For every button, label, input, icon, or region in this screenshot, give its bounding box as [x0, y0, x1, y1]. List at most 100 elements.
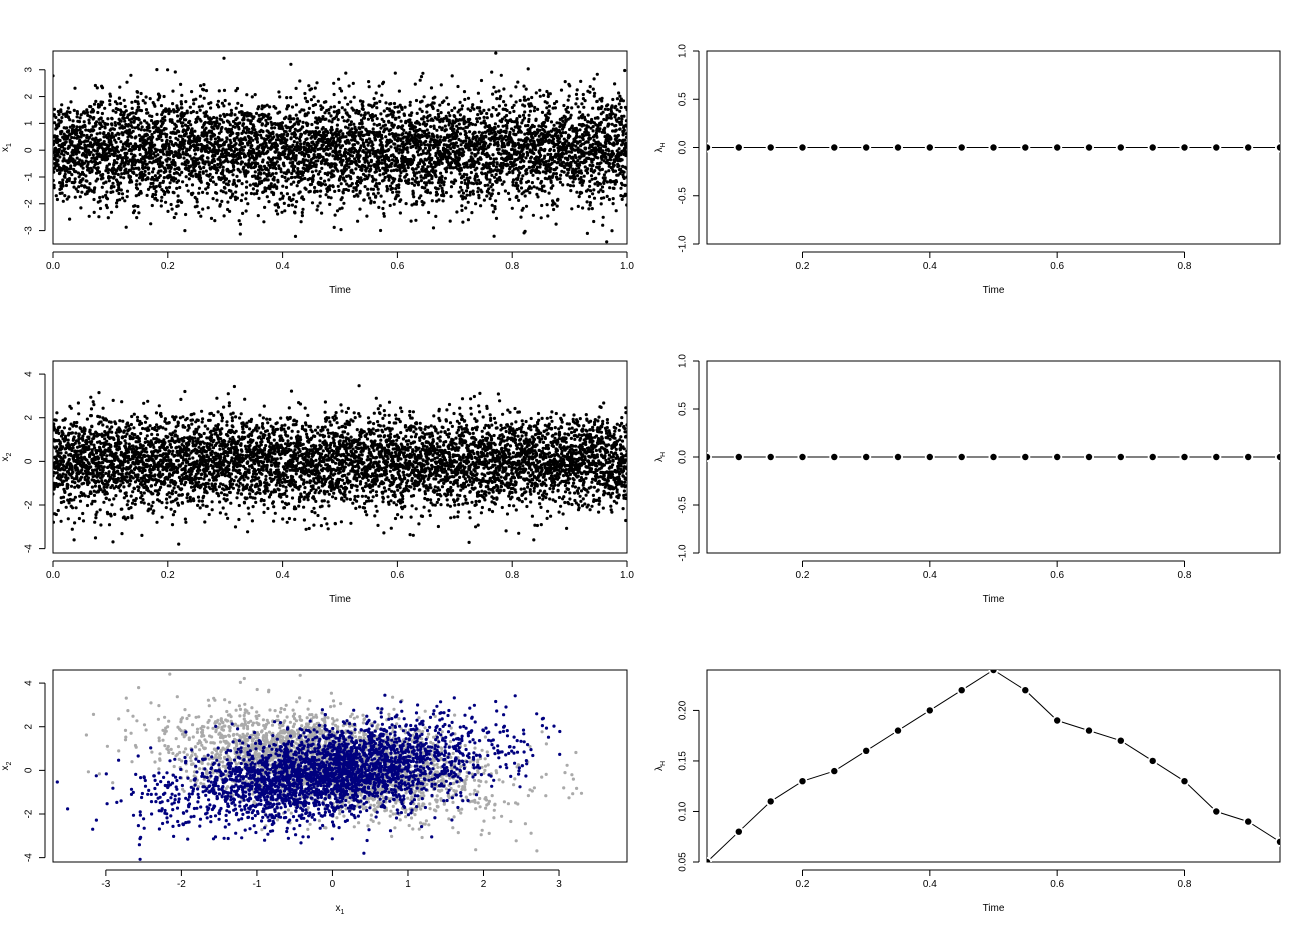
data-point	[178, 185, 182, 190]
data-point	[329, 105, 333, 109]
data-point	[220, 199, 224, 203]
data-point	[466, 165, 470, 169]
data-point	[301, 170, 306, 175]
data-point	[511, 128, 516, 133]
data-point	[188, 119, 192, 123]
data-point	[103, 106, 107, 110]
data-point	[306, 122, 310, 126]
data-point	[350, 127, 354, 131]
data-point	[279, 167, 283, 171]
data-point	[144, 95, 148, 99]
data-point	[499, 134, 503, 138]
data-point	[459, 168, 463, 172]
data-point	[358, 99, 363, 103]
data-point	[284, 146, 288, 150]
data-point	[107, 168, 111, 172]
data-point	[95, 120, 99, 124]
data-point	[101, 195, 105, 199]
data-point	[491, 153, 495, 157]
data-point	[258, 176, 262, 180]
data-point	[275, 147, 279, 151]
data-point	[56, 153, 60, 157]
data-point	[74, 187, 78, 191]
data-point	[324, 100, 328, 104]
data-point	[162, 152, 166, 156]
data-point	[193, 169, 197, 173]
data-point	[226, 200, 230, 204]
data-point	[244, 138, 248, 142]
data-point	[196, 147, 200, 151]
data-point	[425, 122, 429, 126]
data-point	[63, 147, 67, 151]
data-point	[295, 200, 299, 204]
data-point	[439, 171, 443, 175]
data-point	[408, 103, 412, 107]
data-point	[448, 219, 452, 223]
data-point	[308, 189, 312, 193]
data-point	[522, 95, 526, 99]
data-point	[356, 183, 360, 187]
data-point	[296, 122, 301, 126]
data-point	[517, 198, 521, 202]
data-point	[358, 122, 362, 126]
data-point	[53, 178, 55, 183]
data-point	[509, 94, 513, 98]
data-point	[280, 210, 284, 214]
data-point	[277, 164, 281, 168]
data-point	[204, 110, 208, 114]
data-point	[408, 142, 412, 146]
data-point	[301, 173, 305, 177]
data-point	[60, 116, 64, 120]
data-point	[274, 171, 278, 175]
data-point	[240, 141, 245, 146]
data-point	[62, 157, 66, 161]
data-point	[346, 188, 351, 192]
data-point	[225, 157, 229, 161]
data-point	[199, 167, 203, 171]
data-point	[338, 139, 342, 143]
data-point	[130, 125, 134, 129]
data-point	[365, 151, 369, 155]
data-point	[65, 197, 69, 201]
data-point	[113, 172, 117, 176]
data-point	[255, 136, 259, 140]
data-point	[145, 141, 149, 145]
data-point	[193, 129, 197, 133]
data-point	[233, 113, 237, 117]
data-point	[373, 114, 378, 118]
data-point	[367, 173, 371, 177]
data-point	[98, 126, 102, 131]
data-point	[416, 180, 421, 184]
data-point	[412, 183, 417, 187]
data-point	[525, 168, 529, 172]
data-point	[428, 191, 432, 195]
data-point	[330, 128, 334, 132]
data-point	[444, 128, 448, 132]
data-point	[321, 140, 325, 144]
data-point	[414, 98, 419, 103]
data-point	[120, 192, 125, 196]
data-point	[139, 191, 143, 195]
data-point	[380, 136, 384, 140]
data-point	[161, 161, 165, 165]
data-point	[185, 183, 189, 187]
data-point	[514, 132, 518, 137]
data-point	[57, 112, 61, 117]
data-point	[485, 116, 489, 120]
data-point	[133, 99, 137, 103]
data-point	[375, 101, 379, 105]
data-point	[76, 189, 80, 194]
data-point	[155, 112, 159, 116]
data-point	[339, 228, 343, 232]
data-point	[69, 164, 73, 168]
data-point	[139, 121, 143, 125]
data-point	[523, 194, 527, 198]
data-point	[58, 138, 62, 143]
data-point	[383, 159, 387, 163]
data-point	[521, 174, 525, 178]
data-point	[161, 150, 165, 154]
data-point	[99, 116, 103, 120]
data-point	[291, 154, 295, 158]
data-point	[201, 171, 205, 175]
data-point	[217, 105, 221, 109]
